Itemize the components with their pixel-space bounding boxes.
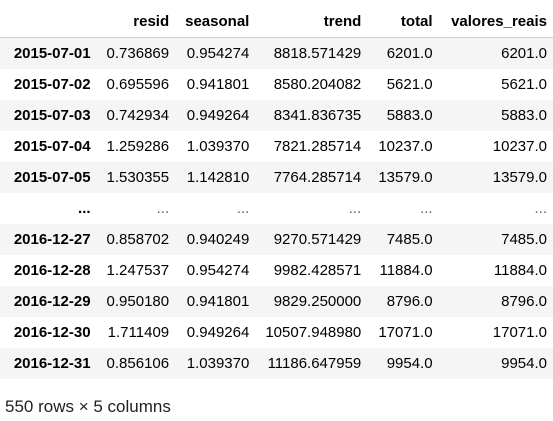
cell-valores-reais: 17071.0 <box>492 324 547 341</box>
cell-valores-reais: 5621.0 <box>501 76 547 93</box>
cell-total: 10237.0 <box>378 138 433 155</box>
cell-trend: 8580.204082 <box>273 76 362 93</box>
row-index-label: 2015-07-05 <box>13 169 91 186</box>
cell-seasonal: 1.039370 <box>186 355 250 372</box>
table-row: 2015-07-01 0.736869 0.954274 8818.571429 620… <box>0 37 553 69</box>
table-row: 2015-07-02 0.695596 0.941801 8580.204082 562… <box>0 69 553 100</box>
cell-resid: 1.259286 <box>106 138 170 155</box>
table-row: 2015-07-04 1.259286 1.039370 7821.285714 102… <box>0 131 553 162</box>
cell-valores-reais: 13579.0 <box>492 169 547 186</box>
cell-trend: 8341.836735 <box>273 107 362 124</box>
cell-total: 5621.0 <box>386 76 433 93</box>
cell-trend: 8818.571429 <box>273 45 362 62</box>
cell-resid: 1.247537 <box>106 262 170 279</box>
cell-valores-reais: 5883.0 <box>501 107 547 124</box>
cell-total: ... <box>420 200 433 217</box>
cell-valores-reais: 8796.0 <box>501 293 547 310</box>
cell-trend: ... <box>348 200 362 217</box>
cell-total: 8796.0 <box>386 293 433 310</box>
column-header-trend: trend <box>255 6 368 38</box>
row-index-label: ... <box>78 200 91 217</box>
cell-seasonal: 0.941801 <box>186 76 250 93</box>
cell-total: 5883.0 <box>386 107 433 124</box>
cell-seasonal: 0.954274 <box>186 45 250 62</box>
cell-valores-reais: 6201.0 <box>501 45 547 62</box>
cell-total: 13579.0 <box>378 169 433 186</box>
index-header <box>0 6 97 38</box>
cell-seasonal: 0.941801 <box>186 293 250 310</box>
cell-seasonal: 1.039370 <box>186 138 250 155</box>
cell-trend: 7821.285714 <box>273 138 362 155</box>
column-header-total: total <box>367 6 439 38</box>
cell-seasonal: ... <box>236 200 250 217</box>
table-row: 2016-12-31 0.856106 1.039370 11186.647959 99… <box>0 348 553 379</box>
cell-resid: 1.530355 <box>106 169 170 186</box>
table-header: resid seasonal trend total valores_reais <box>0 6 553 38</box>
cell-trend: 9982.428571 <box>273 262 362 279</box>
cell-resid: 0.856106 <box>106 355 170 372</box>
cell-total: 11884.0 <box>379 262 433 279</box>
cell-resid: 0.858702 <box>106 231 170 248</box>
cell-resid: 0.695596 <box>106 76 170 93</box>
header-row: resid seasonal trend total valores_reais <box>0 6 553 38</box>
cell-valores-reais: ... <box>534 200 547 217</box>
cell-seasonal: 1.142810 <box>186 169 250 186</box>
table-row: 2015-07-05 1.530355 1.142810 7764.285714 135… <box>0 162 553 193</box>
row-index-label: 2016-12-28 <box>13 262 91 279</box>
cell-valores-reais: 11884.0 <box>493 262 547 279</box>
row-index-label: 2015-07-03 <box>13 107 91 124</box>
dataframe-table: resid seasonal trend total valores_reais… <box>0 6 553 379</box>
cell-resid: 0.736869 <box>106 45 170 62</box>
row-index-label: 2015-07-01 <box>13 45 91 62</box>
table-row: 2016-12-29 0.950180 0.941801 9829.250000 879… <box>0 286 553 317</box>
cell-resid: 0.742934 <box>106 107 170 124</box>
row-index-label: 2016-12-29 <box>13 293 91 310</box>
table-row: 2016-12-27 0.858702 0.940249 9270.571429 748… <box>0 224 553 255</box>
row-index-label: 2016-12-31 <box>13 355 91 372</box>
cell-total: 6201.0 <box>386 45 433 62</box>
row-index-label: 2016-12-30 <box>13 324 91 341</box>
cell-valores-reais: 9954.0 <box>501 355 547 372</box>
cell-seasonal: 0.954274 <box>186 262 250 279</box>
cell-resid: 1.711409 <box>107 324 170 341</box>
cell-total: 17071.0 <box>378 324 433 341</box>
table-body: 2015-07-01 0.736869 0.954274 8818.571429 620… <box>0 37 553 379</box>
cell-total: 7485.0 <box>386 231 433 248</box>
cell-trend: 11186.647959 <box>267 355 362 372</box>
ellipsis-row: .................. <box>0 193 553 224</box>
cell-valores-reais: 7485.0 <box>501 231 547 248</box>
table-row: 2015-07-03 0.742934 0.949264 8341.836735 588… <box>0 100 553 131</box>
row-index-label: 2015-07-04 <box>13 138 91 155</box>
column-header-seasonal: seasonal <box>175 6 256 38</box>
row-index-label: 2016-12-27 <box>13 231 91 248</box>
cell-trend: 9829.250000 <box>273 293 362 310</box>
column-header-valores-reais: valores_reais <box>438 6 553 38</box>
cell-trend: 7764.285714 <box>273 169 362 186</box>
cell-total: 9954.0 <box>386 355 433 372</box>
cell-trend: 10507.948980 <box>265 324 362 341</box>
cell-seasonal: 0.949264 <box>186 324 250 341</box>
dataframe-output: resid seasonal trend total valores_reais… <box>0 6 553 379</box>
table-row: 2016-12-28 1.247537 0.954274 9982.428571 118… <box>0 255 553 286</box>
cell-valores-reais: 10237.0 <box>492 138 547 155</box>
table-row: 2016-12-30 1.711409 0.949264 10507.948980 17… <box>0 317 553 348</box>
cell-resid: ... <box>156 200 170 217</box>
cell-seasonal: 0.949264 <box>186 107 250 124</box>
cell-trend: 9270.571429 <box>273 231 362 248</box>
column-header-resid: resid <box>96 6 176 38</box>
row-column-count: 550 rows × 5 columns <box>5 397 171 416</box>
cell-seasonal: 0.940249 <box>186 231 250 248</box>
row-index-label: 2015-07-02 <box>13 76 91 93</box>
cell-resid: 0.950180 <box>106 293 170 310</box>
